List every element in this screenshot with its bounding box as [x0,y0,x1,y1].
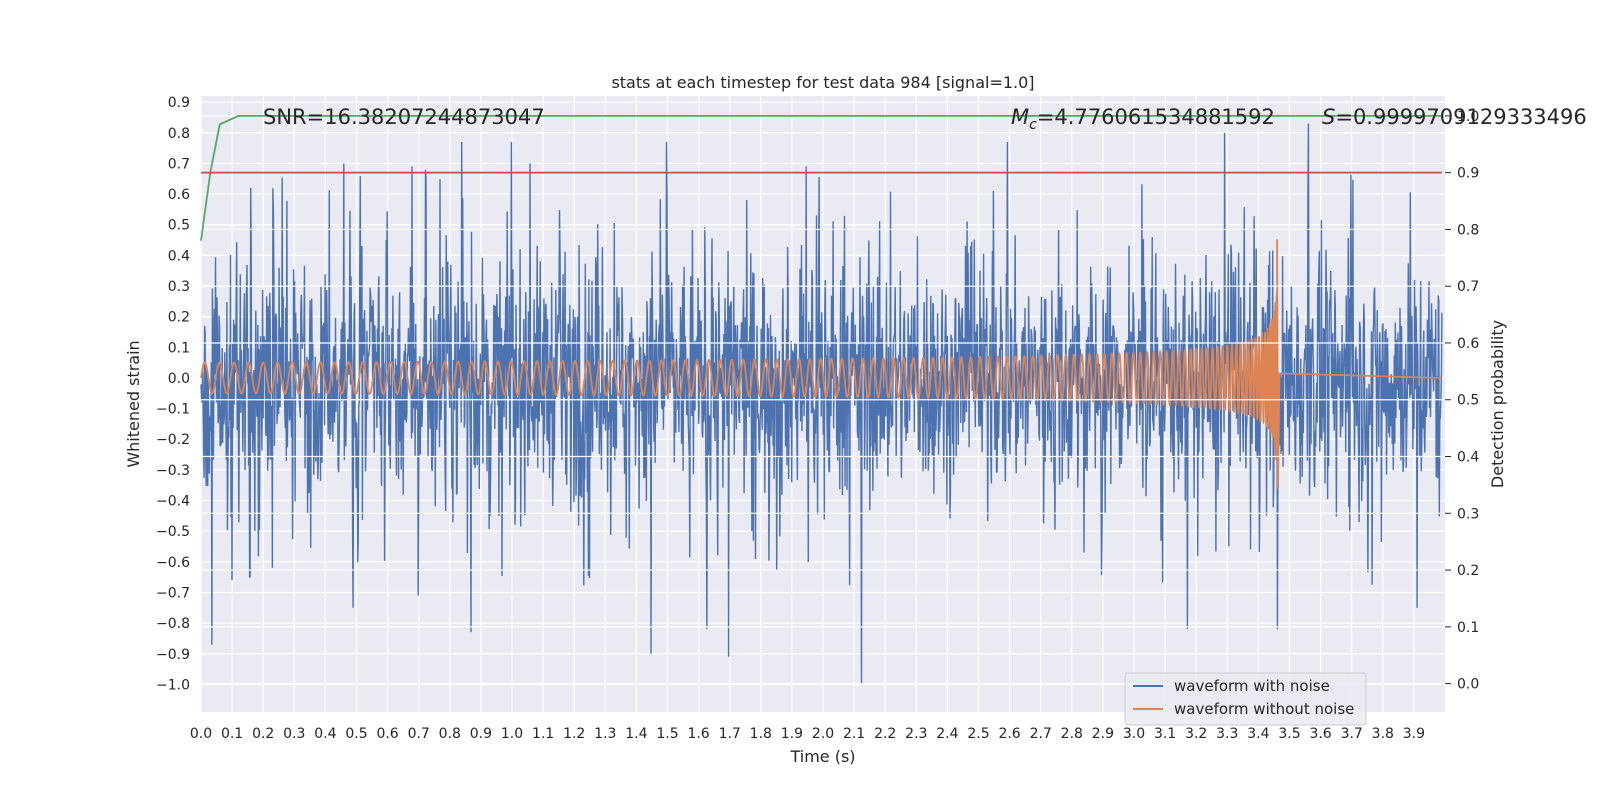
x-axis-label: Time (s) [789,747,855,766]
y-axis-label: Whitened strain [124,340,143,467]
y-right-tick-label: 0.1 [1457,620,1479,636]
y-tick-label: −0.5 [156,524,190,540]
y-right-tick-label: 0.3 [1457,506,1479,522]
x-tick-label: 2.0 [812,726,834,742]
y-tick-label: −0.3 [156,463,190,479]
x-tick-label: 0.9 [470,726,492,742]
legend-label-noisy: waveform with noise [1174,677,1330,695]
x-tick-label: 0.5 [345,726,367,742]
x-tick-label: 2.6 [998,726,1020,742]
snr-annotation: SNR=16.38207244873047 [263,105,545,129]
x-tick-label: 3.9 [1403,726,1425,742]
y-tick-label: −0.2 [156,432,190,448]
x-tick-label: 1.2 [563,726,585,742]
x-tick-label: 2.9 [1092,726,1114,742]
x-tick-label: 1.6 [687,726,709,742]
chirp-mass-symbol: M [1011,105,1029,129]
y-tick-label: 0.5 [168,218,190,234]
x-tick-labels: 0.0 0.1 0.2 0.3 0.4 0.5 0.6 0.7 0.8 0.9 1.0 1.1 1.2 1… [190,726,1425,742]
y-tick-label: −0.4 [156,494,190,510]
x-tick-label: 2.4 [936,726,958,742]
x-tick-label: 1.0 [501,726,523,742]
legend-box [1124,672,1367,726]
score-annotation: S=0.9999709129333496 [1322,105,1587,129]
y-tick-label: 0.8 [168,126,190,142]
y-tick-labels: 0.9 0.8 0.7 0.6 0.5 0.4 0.3 0.2 0.1 0.0 −0.1 −0.2 −0… [156,95,190,693]
x-tick-label: 3.1 [1154,726,1176,742]
x-tick-label: 2.2 [874,726,896,742]
x-tick-label: 1.5 [656,726,678,742]
x-tick-label: 3.7 [1341,726,1363,742]
y-right-axis-label: Detection probability [1488,320,1507,488]
y-tick-label: 0.6 [168,187,190,203]
y-right-tick-label: 0.5 [1457,393,1479,409]
x-tick-label: 2.5 [967,726,989,742]
x-tick-label: 0.1 [221,726,243,742]
chirp-mass-value: =4.776061534881592 [1037,105,1275,129]
x-tick-label: 0.7 [408,726,430,742]
score-value: =0.9999709129333496 [1335,105,1586,129]
x-tick-label: 0.3 [283,726,305,742]
x-tick-label: 3.8 [1372,726,1394,742]
x-tick-label: 1.3 [594,726,616,742]
y-tick-label: 0.0 [168,371,190,387]
score-symbol: S [1322,105,1335,129]
legend: waveform with noise waveform without noi… [1124,672,1367,726]
x-tick-label: 0.4 [314,726,336,742]
x-tick-label: 0.8 [439,726,461,742]
series-waveform-without-noise [200,239,1442,490]
x-tick-label: 0.2 [252,726,274,742]
series-detection-probability [200,115,1442,241]
x-tick-label: 3.5 [1278,726,1300,742]
y-right-tick-label: 1.0 [1457,109,1479,125]
y-tick-label: 0.9 [168,95,190,111]
y-right-tick-label: 0.8 [1457,222,1479,238]
y-tick-label: 0.2 [168,310,190,326]
y-tick-label: −0.9 [156,647,190,663]
y-right-tick-label: 0.0 [1457,677,1479,693]
x-tick-label: 2.8 [1061,726,1083,742]
y-right-tick-label: 0.2 [1457,563,1479,579]
x-tick-label: 2.3 [905,726,927,742]
y-tick-label: −0.6 [156,555,190,571]
x-tick-label: 1.8 [750,726,772,742]
x-tick-label: 1.4 [625,726,647,742]
y-right-tick-label: 0.7 [1457,279,1479,295]
x-tick-label: 1.1 [532,726,554,742]
x-tick-label: 0.6 [376,726,398,742]
x-tick-label: 3.6 [1309,726,1331,742]
x-tick-label: 1.7 [719,726,741,742]
x-tick-label: 1.9 [781,726,803,742]
y-right-tick-label: 0.4 [1457,450,1479,466]
x-tick-label: 3.4 [1247,726,1269,742]
y-tick-label: 0.1 [168,340,190,356]
x-tick-label: 3.3 [1216,726,1238,742]
y-tick-label: −0.7 [156,585,190,601]
x-tick-label: 2.1 [843,726,865,742]
chart-title: stats at each timestep for test data 984… [611,73,1034,92]
x-tick-label: 0.0 [190,726,212,742]
chirp-mass-annotation: Mc=4.776061534881592 [1011,105,1275,133]
y-tick-label: −0.8 [156,616,190,632]
y-tick-label: −0.1 [156,402,190,418]
x-tick-label: 3.0 [1123,726,1145,742]
legend-label-clean: waveform without noise [1174,700,1354,718]
y-right-tick-label: 0.6 [1457,336,1479,352]
y-tick-label: 0.4 [168,248,190,264]
chirp-mass-subscript: c [1029,117,1037,133]
y-tick-label: 0.3 [168,279,190,295]
x-tick-label: 3.2 [1185,726,1207,742]
y-gridlines [201,101,1445,686]
y-right-tick-labels: 1.0 0.9 0.8 0.7 0.6 0.5 0.4 0.3 0.2 0.1 0.0 [1445,109,1479,693]
y-right-tick-label: 0.9 [1457,166,1479,182]
x-tick-label: 2.7 [1030,726,1052,742]
clean-waveform-line [200,239,1442,490]
y-tick-label: −1.0 [156,677,190,693]
y-tick-label: 0.7 [168,156,190,172]
detection-probability-line [200,115,1442,241]
